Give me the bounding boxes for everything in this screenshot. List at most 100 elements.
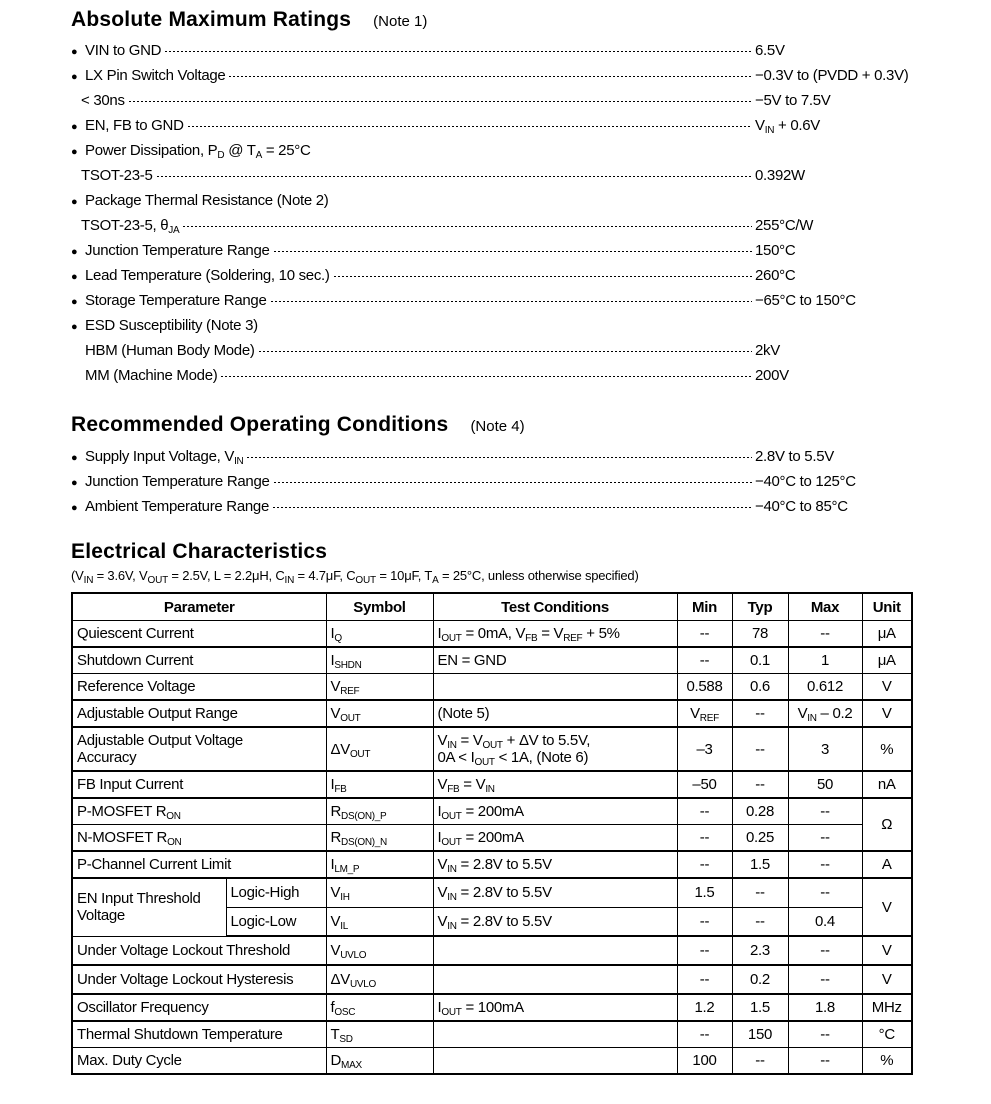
min-cell: -- xyxy=(676,1020,733,1048)
param-cell: P-Channel Current Limit xyxy=(71,850,327,879)
symbol-cell: DMAX xyxy=(325,1047,434,1075)
param-cell: Oscillator Frequency xyxy=(71,993,327,1022)
param-cell: P-MOSFET RON xyxy=(71,797,327,825)
dash-leader xyxy=(229,63,753,88)
rating-item: ● Supply Input Voltage, VIN 2.8V to 5.5V xyxy=(71,444,931,469)
unit-cell: % xyxy=(861,726,913,772)
max-cell: -- xyxy=(787,1047,863,1075)
bullet-icon: ● xyxy=(71,296,78,308)
unit-cell: V xyxy=(861,877,913,937)
rating-label: ● Package Thermal Resistance (Note 2) xyxy=(71,188,333,213)
unit-cell: Ω xyxy=(861,797,913,852)
max-cell: -- xyxy=(787,935,863,966)
min-cell: –3 xyxy=(676,726,733,772)
min-cell: -- xyxy=(676,797,733,825)
rating-item: ● LX Pin Switch Voltage −0.3V to (PVDD + 0… xyxy=(71,63,931,88)
rec-op-title: Recommended Operating Conditions xyxy=(71,413,449,436)
table-row: Thermal Shutdown Temperature TSD -- 150 -- °C xyxy=(71,1020,913,1048)
max-cell: 50 xyxy=(787,770,863,799)
param-cell: Under Voltage Lockout Hysteresis xyxy=(71,964,327,995)
test-conditions-cell: IOUT = 200mA xyxy=(432,824,678,852)
rating-item: ● ESD Susceptibility (Note 3) xyxy=(71,313,931,338)
symbol-cell: ILM_P xyxy=(325,850,434,879)
typ-cell: -- xyxy=(731,770,789,799)
subscript: JA xyxy=(168,225,180,236)
unit-cell: °C xyxy=(861,1020,913,1048)
rec-op-note: (Note 4) xyxy=(470,418,525,435)
table-row: Adjustable Output Voltage Accuracy ΔVOUT VI… xyxy=(71,726,913,772)
table-row: Shutdown Current ISHDN EN = GND -- 0.1 1 μA xyxy=(71,646,913,674)
subparam-cell: Logic-Low xyxy=(225,906,327,937)
max-cell: -- xyxy=(787,964,863,995)
symbol-cell: VIL xyxy=(325,906,434,937)
min-cell: 0.588 xyxy=(676,673,733,701)
rating-value: 0.392W xyxy=(755,167,805,184)
subscript: SD xyxy=(339,1034,353,1045)
dash-leader xyxy=(183,213,753,238)
typ-cell: -- xyxy=(731,1047,789,1075)
subscript: ON xyxy=(166,811,181,822)
max-cell: 0.612 xyxy=(787,673,863,701)
rating-item: HBM (Human Body Mode) 2kV xyxy=(71,338,931,363)
subscript: UVLO xyxy=(340,950,367,961)
symbol-cell: VUVLO xyxy=(325,935,434,966)
max-cell: -- xyxy=(787,620,863,648)
max-cell: -- xyxy=(787,824,863,852)
header-max: Max xyxy=(787,592,863,621)
rec-op-list: ● Supply Input Voltage, VIN 2.8V to 5.5V ● J… xyxy=(71,444,931,519)
unit-cell: V xyxy=(861,699,913,728)
table-row: Under Voltage Lockout Threshold VUVLO -- 2.… xyxy=(71,935,913,966)
elec-conditions: (VIN = 3.6V, VOUT = 2.5V, L = 2.2μH, CIN… xyxy=(71,568,639,586)
rating-value: 200V xyxy=(755,367,789,384)
symbol-cell: ΔVOUT xyxy=(325,726,434,772)
subscript: OUT xyxy=(441,633,462,644)
max-cell: -- xyxy=(787,877,863,908)
subscript: OUT xyxy=(441,837,462,848)
table-row: EN Input Threshold Voltage Logic-High VIH VI… xyxy=(71,877,913,937)
typ-cell: 150 xyxy=(731,1020,789,1048)
header-unit: Unit xyxy=(861,592,913,621)
test-conditions-cell: IOUT = 200mA xyxy=(432,797,678,825)
rating-value: −5V to 7.5V xyxy=(755,92,831,109)
symbol-cell: ΔVUVLO xyxy=(325,964,434,995)
typ-cell: 0.2 xyxy=(731,964,789,995)
subscript: OUT xyxy=(441,1007,462,1018)
test-conditions-cell xyxy=(432,964,678,995)
test-conditions-cell xyxy=(432,935,678,966)
dash-leader xyxy=(156,163,752,188)
subscript: ON xyxy=(167,837,182,848)
elec-title: Electrical Characteristics xyxy=(71,540,328,563)
subscript: LM_P xyxy=(334,864,360,875)
abs-max-list: ● VIN to GND 6.5V ● LX Pin Switch Voltage −0.… xyxy=(71,38,931,388)
subscript: IN xyxy=(284,575,295,586)
subscript: MAX xyxy=(341,1060,362,1071)
min-cell: -- xyxy=(676,964,733,995)
abs-max-title: Absolute Maximum Ratings xyxy=(71,8,352,31)
rating-item: ● Ambient Temperature Range −40°C to 85°C xyxy=(71,494,931,519)
rating-label: ● LX Pin Switch Voltage xyxy=(71,63,229,88)
table-row: P-Channel Current Limit ILM_P VIN = 2.8V t… xyxy=(71,850,913,879)
header-parameter: Parameter xyxy=(71,592,327,621)
rating-label: MM (Machine Mode) xyxy=(71,363,221,388)
subscript: IN xyxy=(83,575,94,586)
param-cell: Shutdown Current xyxy=(71,646,327,674)
typ-cell: 0.1 xyxy=(731,646,789,674)
rating-label-text: HBM (Human Body Mode) xyxy=(85,342,255,359)
abs-max-note: (Note 1) xyxy=(373,13,428,30)
test-conditions-cell: (Note 5) xyxy=(432,699,678,728)
rating-label-text: VIN to GND xyxy=(85,42,162,59)
rating-label: TSOT-23-5, θJA xyxy=(71,213,183,238)
test-conditions-cell: IOUT = 100mA xyxy=(432,993,678,1022)
dash-leader xyxy=(128,88,752,113)
subscript: OUT xyxy=(355,575,376,586)
min-cell: VREF xyxy=(676,699,733,728)
max-cell: VIN – 0.2 xyxy=(787,699,863,728)
subscript: FB xyxy=(447,784,460,795)
subscript: OUT xyxy=(340,713,361,724)
typ-cell: -- xyxy=(731,906,789,937)
bullet-icon: ● xyxy=(71,321,78,333)
rating-label-text: Power Dissipation, PD @ TA = 25°C xyxy=(85,142,311,161)
subscript: IN xyxy=(764,125,775,136)
unit-cell: μA xyxy=(861,646,913,674)
